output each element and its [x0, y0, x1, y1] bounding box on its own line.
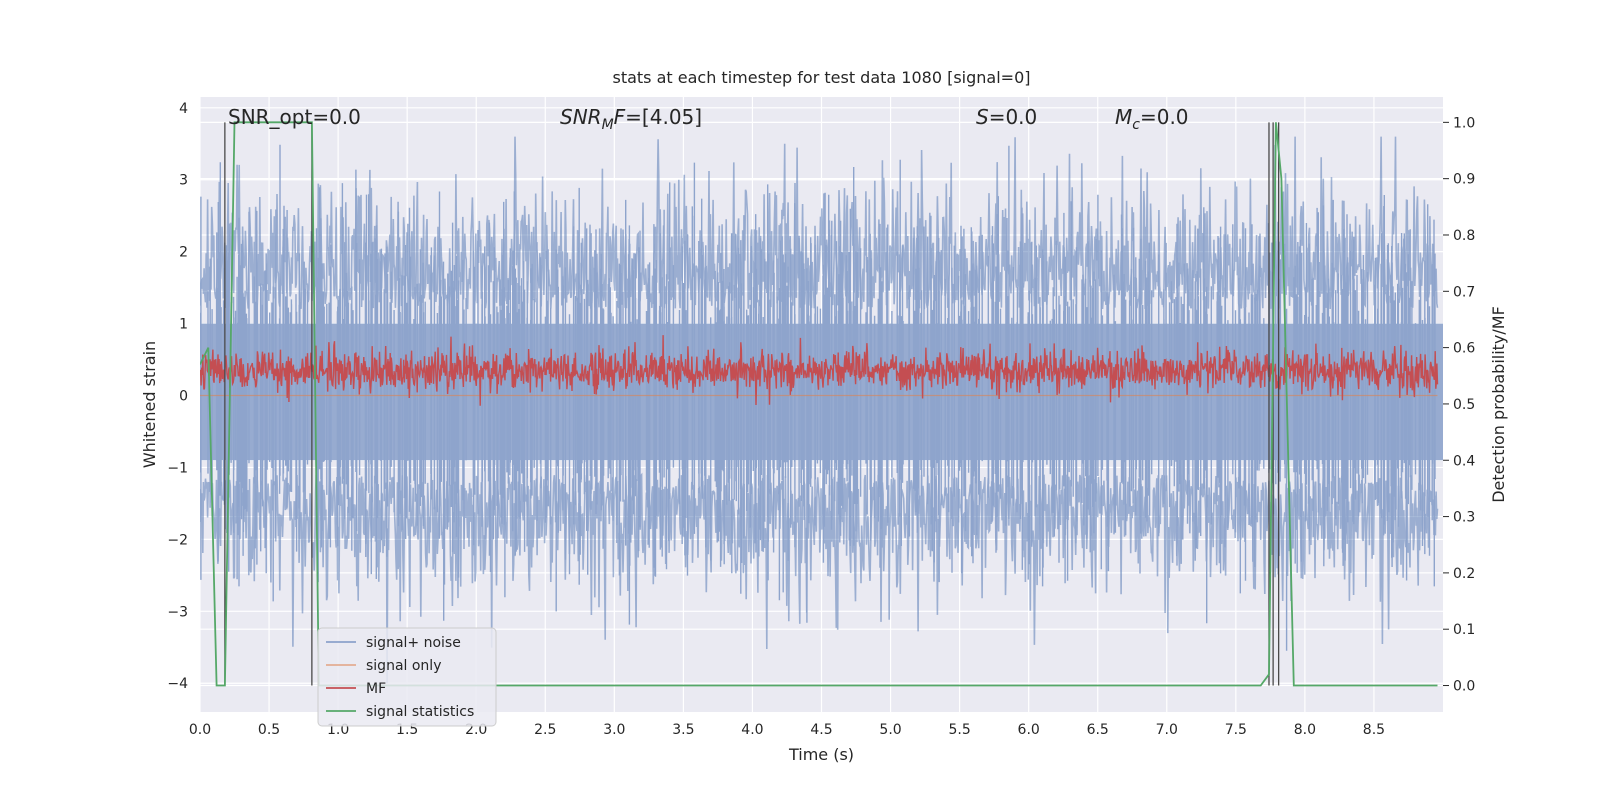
annotation-snr-opt: SNR_opt=0.0: [228, 105, 361, 129]
y2-tick-label: 0.4: [1453, 453, 1475, 469]
x-tick-label: 3.5: [672, 722, 694, 738]
y-tick-label: 3: [179, 173, 188, 189]
annotation-mc: Mc=0.0: [1115, 105, 1189, 133]
x-tick-label: 3.0: [603, 722, 625, 738]
y2-tick-label: 0.8: [1453, 228, 1475, 244]
legend-box: [317, 627, 497, 727]
y2-axis-ticks: 0.0 0.1 0.2 0.3 0.4 0.5 0.6 0.7 0.8 0.9 1.0: [1443, 115, 1475, 695]
legend-label: MF: [366, 681, 386, 697]
x-tick-label: 0.5: [258, 722, 280, 738]
y2-axis-label: Detection probability/MF: [1489, 306, 1508, 503]
x-tick-label: 4.5: [810, 722, 832, 738]
annotation-s: S=0.0: [976, 105, 1037, 129]
y2-tick-label: 0.2: [1453, 566, 1475, 582]
y2-tick-label: 0.5: [1453, 397, 1475, 413]
y-tick-label: 1: [179, 317, 188, 333]
x-tick-label: 5.0: [879, 722, 901, 738]
x-tick-label: 6.0: [1018, 722, 1040, 738]
x-tick-label: 5.5: [948, 722, 970, 738]
legend-label: signal statistics: [366, 704, 474, 720]
y2-tick-label: 0.0: [1453, 679, 1475, 695]
legend: signal+ noise signal only MF signal statist…: [317, 627, 497, 727]
y-tick-label: 4: [179, 101, 188, 117]
y2-tick-label: 0.3: [1453, 510, 1475, 526]
series-layer: [200, 121, 1443, 687]
legend-label: signal+ noise: [366, 635, 461, 651]
y-tick-label: −3: [167, 604, 188, 620]
x-tick-label: 6.5: [1087, 722, 1109, 738]
x-tick-label: 8.0: [1294, 722, 1316, 738]
x-axis-label: Time (s): [788, 745, 854, 764]
y-tick-label: 0: [179, 389, 188, 405]
x-tick-label: 0.0: [189, 722, 211, 738]
legend-label: signal only: [366, 658, 441, 674]
y-axis-label: Whitened strain: [140, 341, 159, 468]
y2-tick-label: 0.1: [1453, 622, 1475, 638]
mf-line: [200, 335, 1439, 406]
x-tick-label: 8.5: [1363, 722, 1385, 738]
y2-tick-label: 0.9: [1453, 172, 1475, 188]
y-tick-label: −4: [167, 676, 188, 692]
y-tick-label: −1: [167, 460, 188, 476]
y-tick-label: 2: [179, 245, 188, 261]
y2-tick-label: 0.7: [1453, 284, 1475, 300]
x-tick-label: 7.0: [1156, 722, 1178, 738]
y2-tick-label: 0.6: [1453, 341, 1475, 357]
y-tick-label: −2: [167, 532, 188, 548]
y2-tick-label: 1.0: [1453, 115, 1475, 131]
x-tick-label: 4.0: [741, 722, 763, 738]
y-axis-ticks: −4 −3 −2 −1 0 1 2 3 4: [167, 101, 188, 692]
annotations: SNR_opt=0.0 SNRMF=[4.05] S=0.0 Mc=0.0: [228, 105, 1189, 133]
x-tick-label: 7.5: [1225, 722, 1247, 738]
x-tick-label: 2.5: [534, 722, 556, 738]
annotation-snr-mf: SNRMF=[4.05]: [560, 105, 702, 133]
chart-title: stats at each timestep for test data 108…: [612, 68, 1030, 87]
